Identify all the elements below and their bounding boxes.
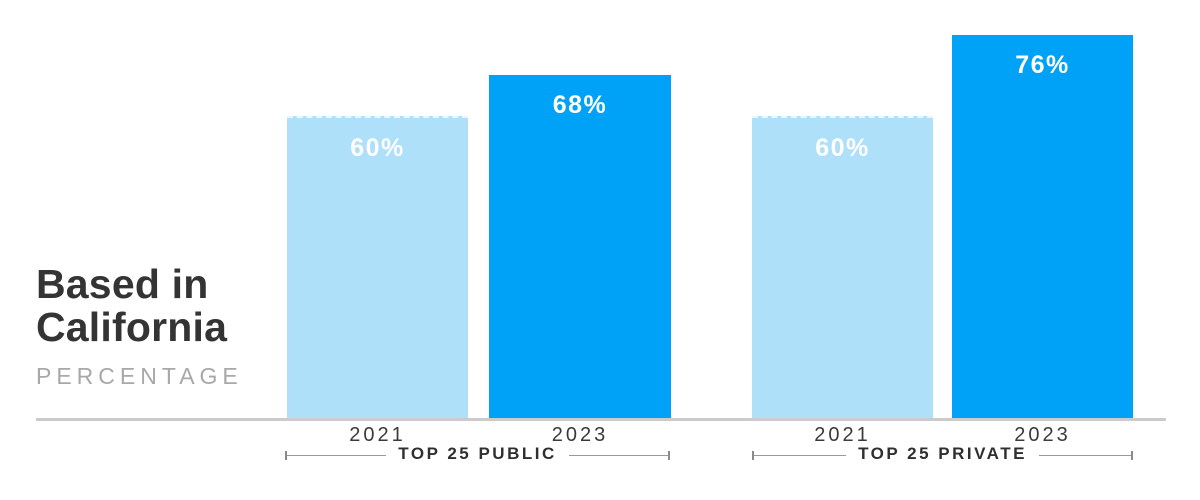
bracket-line-right: [1038, 450, 1134, 460]
bar-public-2021: 60%: [287, 116, 468, 418]
bar-private-2023: 76%: [952, 35, 1133, 418]
x-axis-line: [36, 418, 1166, 421]
x-tick-public-2023: 2023: [551, 424, 609, 446]
bar-value-label: 76%: [1015, 51, 1070, 79]
bar-value-label: 60%: [815, 134, 870, 162]
bar-value-label: 68%: [552, 91, 608, 119]
chart-title-line1: Based in: [36, 261, 209, 307]
chart-title-line2: California: [36, 304, 228, 350]
chart-subtitle: PERCENTAGE: [36, 363, 243, 389]
bar-value-label: 60%: [350, 134, 405, 162]
x-tick-private-2023: 2023: [1014, 424, 1071, 446]
bracket-line-left: [752, 450, 847, 460]
bar-private-2021: 60%: [752, 116, 933, 418]
x-tick-public-2021: 2021: [349, 424, 406, 446]
bracket-line-left: [285, 450, 387, 460]
group-bracket-public: TOP 25 PUBLIC: [285, 444, 671, 464]
x-tick-private-2021: 2021: [814, 424, 871, 446]
group-bracket-private: TOP 25 PRIVATE: [752, 444, 1134, 464]
bar-public-2023: 68%: [489, 75, 671, 418]
title-block: Based in California PERCENTAGE: [36, 263, 243, 390]
bracket-line-right: [568, 450, 671, 460]
group-label-private: TOP 25 PRIVATE: [858, 444, 1027, 463]
group-label-public: TOP 25 PUBLIC: [398, 444, 557, 463]
chart-title: Based in California: [36, 263, 243, 349]
